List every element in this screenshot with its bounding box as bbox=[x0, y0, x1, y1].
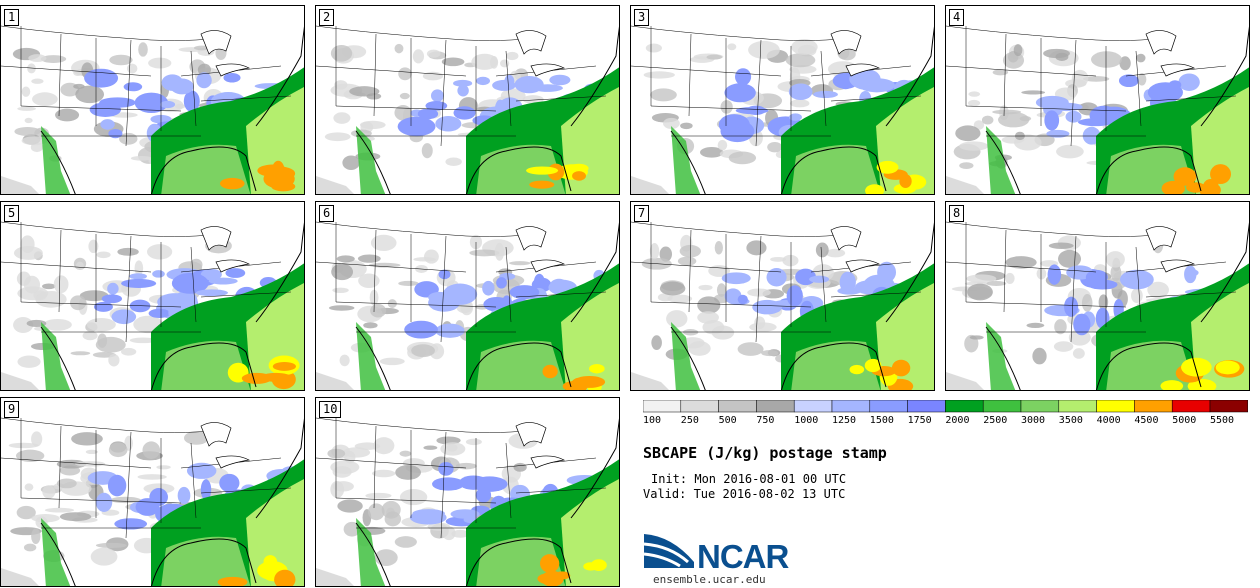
map-panel: 7 bbox=[630, 201, 935, 391]
map-panel: 4 bbox=[945, 5, 1250, 195]
map-panel: 8 bbox=[945, 201, 1250, 391]
colorbar-label: 2500 bbox=[983, 415, 1008, 426]
colorbar-swatch bbox=[1096, 400, 1135, 413]
colorbar-swatch bbox=[831, 400, 871, 413]
colorbar-swatch bbox=[869, 400, 908, 413]
panel-number: 7 bbox=[634, 205, 650, 222]
colorbar-swatch bbox=[718, 400, 757, 413]
colorbar-swatch bbox=[907, 400, 946, 413]
init-time: Init: Mon 2016-08-01 00 UTC bbox=[651, 472, 847, 486]
panel-number: 1 bbox=[4, 9, 20, 26]
colorbar-swatch bbox=[1171, 400, 1211, 413]
colorbar-swatch bbox=[1134, 400, 1173, 413]
colorbar-label: 1250 bbox=[832, 415, 857, 426]
colorbar-swatch bbox=[1020, 400, 1060, 413]
colorbar-labels: 100 250 500 750 1000 1250 1500 1750 2000 2500 3000… bbox=[643, 415, 1260, 429]
panel-number: 8 bbox=[949, 205, 965, 222]
ncar-logo-icon bbox=[643, 534, 694, 568]
colorbar-label: 2000 bbox=[945, 415, 970, 426]
map-panel: 5 bbox=[0, 201, 305, 391]
panel-number: 5 bbox=[4, 205, 20, 222]
panel-number: 3 bbox=[634, 9, 650, 26]
panel-number: 10 bbox=[319, 401, 342, 418]
colorbar-label: 4000 bbox=[1096, 415, 1121, 426]
colorbar-label: 5000 bbox=[1172, 415, 1197, 426]
map-panel: 6 bbox=[315, 201, 620, 391]
map-panel: 10 bbox=[315, 397, 620, 587]
colorbar-swatch bbox=[793, 400, 833, 413]
colorbar-swatch bbox=[1209, 400, 1248, 413]
colorbar bbox=[643, 400, 1248, 413]
colorbar-label: 500 bbox=[718, 415, 737, 426]
colorbar-swatch bbox=[945, 400, 984, 413]
map-panel: 2 bbox=[315, 5, 620, 195]
map-panel: 1 bbox=[0, 5, 305, 195]
colorbar-label: 250 bbox=[680, 415, 699, 426]
colorbar-label: 3000 bbox=[1021, 415, 1046, 426]
colorbar-label: 3500 bbox=[1058, 415, 1083, 426]
ncar-logo-text: NCAR bbox=[697, 538, 789, 575]
colorbar-swatch bbox=[756, 400, 795, 413]
colorbar-label: 100 bbox=[643, 415, 662, 426]
chart-title: SBCAPE (J/kg) postage stamp bbox=[643, 444, 887, 462]
colorbar-label: 5500 bbox=[1210, 415, 1235, 426]
map-panel: 9 bbox=[0, 397, 305, 587]
colorbar-swatch bbox=[680, 400, 719, 413]
colorbar-label: 1000 bbox=[794, 415, 819, 426]
colorbar-label: 1750 bbox=[907, 415, 932, 426]
site-url: ensemble.ucar.edu bbox=[653, 573, 766, 586]
colorbar-swatch bbox=[1058, 400, 1097, 413]
panel-number: 2 bbox=[319, 9, 335, 26]
colorbar-label: 750 bbox=[756, 415, 775, 426]
panel-number: 9 bbox=[4, 401, 20, 418]
colorbar-swatch bbox=[643, 400, 682, 413]
colorbar-swatch bbox=[982, 400, 1022, 413]
valid-time: Valid: Tue 2016-08-02 13 UTC bbox=[643, 487, 846, 501]
colorbar-label: 4500 bbox=[1134, 415, 1159, 426]
colorbar-label: 1500 bbox=[869, 415, 894, 426]
panel-number: 6 bbox=[319, 205, 335, 222]
map-panel: 3 bbox=[630, 5, 935, 195]
panel-number: 4 bbox=[949, 9, 965, 26]
